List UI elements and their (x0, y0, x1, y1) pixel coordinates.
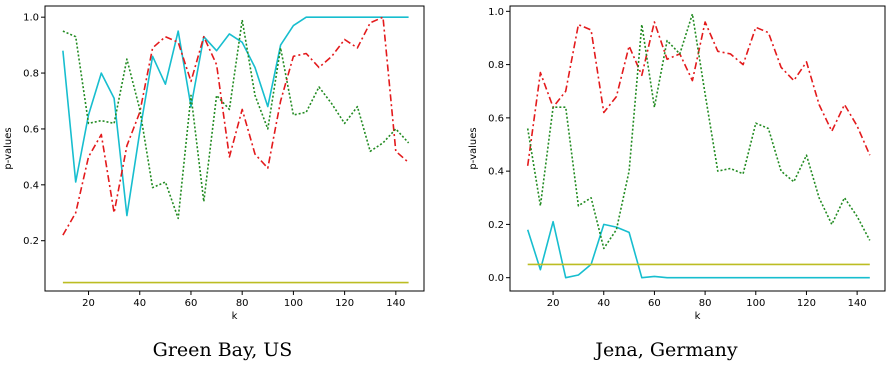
y-tick-label: 0.8 (23, 69, 39, 80)
x-tick-label: 120 (797, 298, 816, 309)
y-tick-label: 0.6 (488, 113, 504, 124)
series-line-dotted-2 (526, 13, 871, 250)
axes-frame (509, 5, 886, 292)
x-axis-label: k (695, 311, 701, 322)
x-tick-label: 100 (746, 298, 765, 309)
series-line-solid-0 (526, 220, 870, 279)
x-tick-label: 100 (284, 298, 303, 309)
y-tick-label: 0.2 (488, 220, 504, 231)
series-line-dotted-2 (62, 19, 410, 220)
y-tick-label: 0.6 (23, 124, 39, 135)
y-tick-label: 0.0 (488, 273, 504, 284)
y-tick-label: 0.2 (23, 236, 39, 247)
series-line-solid-0 (62, 16, 409, 217)
series-line-dashdot-1 (526, 21, 871, 166)
x-tick-label: 60 (648, 298, 661, 309)
series-line-dashdot-1 (62, 16, 410, 236)
chart-svg-jena: 20 40 60 80 100 120 140 0.0 0.2 0.4 0.6 0.8 1.0 k p-va… (468, 5, 886, 322)
y-axis-label: p-values (468, 127, 479, 169)
x-tick-label: 40 (133, 298, 146, 309)
x-tick-label: 140 (848, 298, 867, 309)
chart-caption: Jena, Germany (595, 339, 738, 361)
y-tick-label: 0.4 (488, 167, 504, 178)
y-tick-label: 0.8 (488, 60, 504, 71)
axes-frame (44, 5, 425, 292)
chart-panel-green-bay: 20 40 60 80 100 120 140 0.2 0.4 0.6 0.8 1.0 k p-value… (0, 0, 445, 369)
x-tick-label: 40 (597, 298, 610, 309)
x-tick-label: 20 (82, 298, 95, 309)
chart-svg-green-bay: 20 40 60 80 100 120 140 0.2 0.4 0.6 0.8 1.0 k p-value… (3, 5, 425, 322)
x-tick-label: 140 (386, 298, 405, 309)
x-axis-label: k (232, 311, 238, 322)
y-tick-label: 1.0 (488, 7, 504, 18)
y-tick-label: 0.4 (23, 180, 39, 191)
y-axis-label: p-values (3, 127, 14, 169)
x-tick-label: 120 (335, 298, 354, 309)
x-tick-label: 80 (236, 298, 249, 309)
chart-caption: Green Bay, US (152, 339, 293, 361)
y-tick-label: 1.0 (23, 13, 39, 24)
x-tick-label: 80 (699, 298, 712, 309)
chart-panel-jena: 20 40 60 80 100 120 140 0.0 0.2 0.4 0.6 0.8 1.0 k p-va… (444, 0, 889, 369)
x-tick-label: 60 (185, 298, 198, 309)
x-tick-label: 20 (547, 298, 560, 309)
